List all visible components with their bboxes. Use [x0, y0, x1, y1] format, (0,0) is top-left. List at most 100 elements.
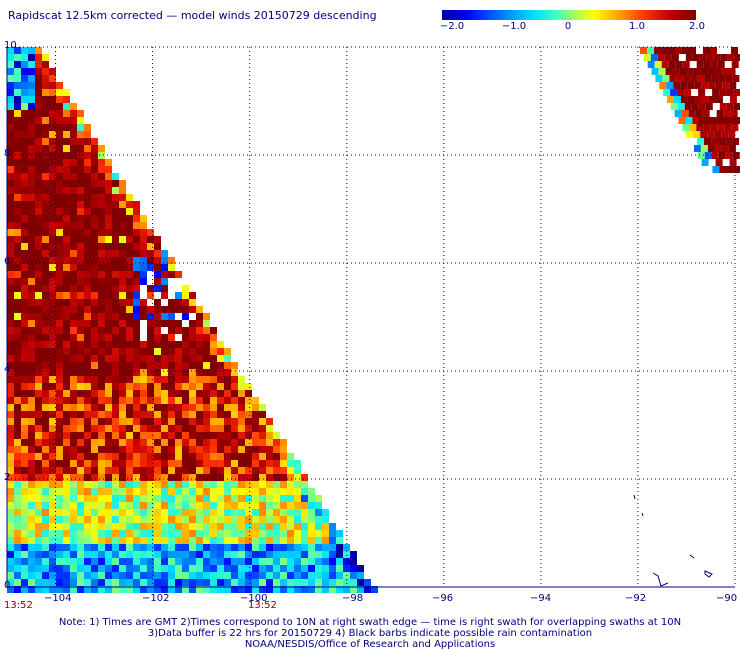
wind-cell	[266, 481, 273, 488]
wind-cell	[695, 110, 703, 117]
wind-cell	[105, 334, 112, 341]
wind-cell	[203, 537, 210, 544]
wind-cell	[49, 348, 56, 355]
wind-cell	[42, 180, 49, 187]
wind-cell	[105, 250, 112, 257]
wind-cell	[98, 152, 105, 159]
wind-cell	[77, 215, 84, 222]
wind-cell	[203, 439, 210, 446]
wind-cell	[294, 558, 301, 565]
wind-cell	[154, 516, 161, 523]
wind-cell	[252, 418, 259, 425]
wind-cell	[70, 544, 77, 551]
wind-cell	[14, 96, 21, 103]
wind-cell	[21, 495, 28, 502]
wind-cell	[182, 292, 189, 299]
wind-cell	[70, 278, 77, 285]
wind-cell	[42, 215, 49, 222]
wind-cell	[105, 229, 112, 236]
wind-cell	[119, 537, 126, 544]
wind-cell	[105, 453, 112, 460]
wind-cell	[70, 117, 77, 124]
wind-cell	[217, 418, 224, 425]
wind-cell	[210, 432, 217, 439]
wind-cell	[189, 572, 196, 579]
wind-cell	[105, 537, 112, 544]
wind-cell	[77, 166, 84, 173]
wind-cell	[42, 362, 49, 369]
wind-cell	[63, 369, 70, 376]
wind-cell	[63, 257, 70, 264]
wind-cell	[63, 215, 70, 222]
wind-cell	[252, 411, 259, 418]
wind-cell	[287, 537, 294, 544]
wind-cell	[175, 579, 182, 586]
wind-cell	[147, 565, 154, 572]
wind-cell	[294, 586, 301, 593]
wind-cell	[91, 159, 98, 166]
wind-cell	[196, 348, 203, 355]
wind-cell	[182, 460, 189, 467]
wind-cell	[77, 320, 84, 327]
wind-cell	[14, 334, 21, 341]
wind-cell	[154, 383, 161, 390]
wind-cell	[42, 82, 49, 89]
wind-cell	[14, 502, 21, 509]
wind-cell	[28, 327, 35, 334]
wind-cell	[84, 327, 91, 334]
wind-cell	[217, 390, 224, 397]
wind-cell	[14, 565, 21, 572]
wind-cell	[140, 369, 147, 376]
x-tick-label: −98	[342, 593, 364, 604]
wind-cell	[56, 278, 63, 285]
wind-cell	[691, 103, 699, 110]
wind-cell	[238, 565, 245, 572]
wind-cell	[182, 306, 189, 313]
wind-cell	[196, 537, 203, 544]
wind-cell	[91, 376, 98, 383]
wind-cell	[675, 61, 683, 68]
wind-cell	[732, 75, 740, 82]
wind-cell	[14, 439, 21, 446]
wind-cell	[84, 236, 91, 243]
wind-cell	[670, 89, 678, 96]
wind-cell	[678, 117, 686, 124]
wind-cell	[28, 96, 35, 103]
wind-cell	[175, 481, 182, 488]
wind-cell	[7, 404, 14, 411]
wind-cell	[147, 474, 154, 481]
wind-cell	[245, 544, 252, 551]
wind-cell	[28, 243, 35, 250]
wind-cell	[14, 264, 21, 271]
wind-cell	[336, 579, 343, 586]
wind-cell	[245, 502, 252, 509]
wind-cell	[84, 278, 91, 285]
wind-cell	[7, 369, 14, 376]
wind-cell	[217, 355, 224, 362]
wind-cell	[671, 54, 679, 61]
wind-cell	[56, 250, 63, 257]
wind-cell	[147, 341, 154, 348]
wind-cell	[98, 523, 105, 530]
wind-cell	[245, 495, 252, 502]
wind-cell	[259, 523, 266, 530]
wind-cell	[273, 530, 280, 537]
wind-cell	[315, 495, 322, 502]
wind-cell	[168, 516, 175, 523]
wind-cell	[133, 320, 140, 327]
wind-cell	[266, 460, 273, 467]
wind-cell	[98, 502, 105, 509]
wind-cell	[98, 278, 105, 285]
wind-cell	[7, 362, 14, 369]
wind-cell	[336, 544, 343, 551]
wind-cell	[161, 530, 168, 537]
wind-cell	[84, 488, 91, 495]
wind-cell	[231, 516, 238, 523]
wind-cell	[42, 159, 49, 166]
wind-cell	[77, 432, 84, 439]
wind-cell	[217, 572, 224, 579]
wind-cell	[7, 285, 14, 292]
wind-cell	[698, 103, 706, 110]
wind-cell	[133, 495, 140, 502]
wind-cell	[287, 551, 294, 558]
